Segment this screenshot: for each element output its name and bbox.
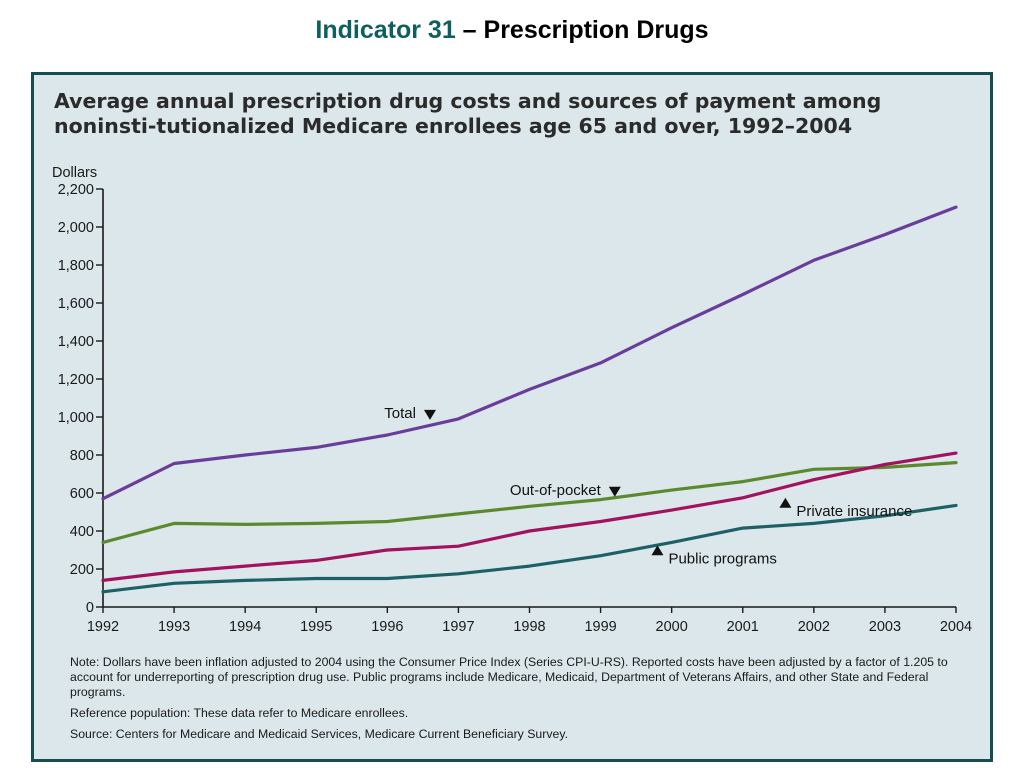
y-tick-label: 800 — [70, 448, 94, 464]
x-tick-label: 1994 — [229, 619, 261, 635]
down-triangle-icon — [423, 409, 436, 420]
y-tick-label: 1,400 — [58, 334, 94, 350]
x-tick-label: 2003 — [869, 619, 901, 635]
up-triangle-icon — [779, 497, 792, 508]
x-tick-label: 1997 — [442, 619, 474, 635]
series-line-out-of-pocket — [101, 461, 958, 544]
x-tick-label: 2004 — [940, 619, 972, 635]
y-tick-label: 2,000 — [58, 220, 94, 236]
series-label-private-insurance: Private insurance — [796, 503, 912, 520]
x-tick-label: 2002 — [798, 619, 830, 635]
up-triangle-icon — [651, 545, 664, 556]
y-tick-label: 200 — [70, 562, 94, 578]
series-line-private-insurance — [101, 451, 958, 582]
down-triangle-icon — [608, 486, 621, 497]
x-tick-label: 2000 — [656, 619, 688, 635]
chart-title: Average annual prescription drug costs a… — [54, 89, 882, 138]
y-tick-label: 400 — [70, 524, 94, 540]
x-tick-label: 1992 — [87, 619, 119, 635]
y-tick-label: 1,600 — [58, 296, 94, 312]
series-line-total — [101, 205, 958, 501]
series-label-public-programs: Public programs — [668, 550, 776, 567]
x-tick-label: 1998 — [513, 619, 545, 635]
series-label-out-of-pocket: Out-of-pocket — [510, 482, 602, 499]
series-line-public-programs — [101, 503, 958, 594]
y-tick-label: 600 — [70, 486, 94, 502]
y-tick-label: 1,800 — [58, 258, 94, 274]
reference-population-text: Reference population: These data refer t… — [70, 706, 409, 720]
x-tick-label: 1996 — [371, 619, 403, 635]
chart-notes: Note: Dollars have been inflation adjust… — [70, 655, 965, 748]
indicator-number: Indicator 31 — [315, 16, 456, 44]
x-tick-label: 1995 — [300, 619, 332, 635]
y-tick-label: 1,000 — [58, 410, 94, 426]
note-text: Note: Dollars have been inflation adjust… — [70, 655, 948, 699]
x-tick-label: 1993 — [158, 619, 190, 635]
chart-panel: Average annual prescription drug costs a… — [31, 72, 993, 762]
y-tick-label: 2,200 — [58, 182, 94, 198]
x-tick-label: 2001 — [727, 619, 759, 635]
y-axis-label: Dollars — [52, 165, 97, 181]
series-label-total: Total — [384, 405, 416, 422]
slide-title: Indicator 31 – Prescription Drugs — [0, 16, 1024, 45]
x-tick-label: 1999 — [584, 619, 616, 635]
source-text: Source: Centers for Medicare and Medicai… — [70, 727, 569, 741]
y-tick-label: 0 — [86, 600, 94, 616]
line-chart: Dollars 0 200 400 600 800 1,000 1,200 1,400 1,600… — [52, 165, 972, 635]
y-tick-label: 1,200 — [58, 372, 94, 388]
indicator-topic: – Prescription Drugs — [455, 16, 709, 44]
